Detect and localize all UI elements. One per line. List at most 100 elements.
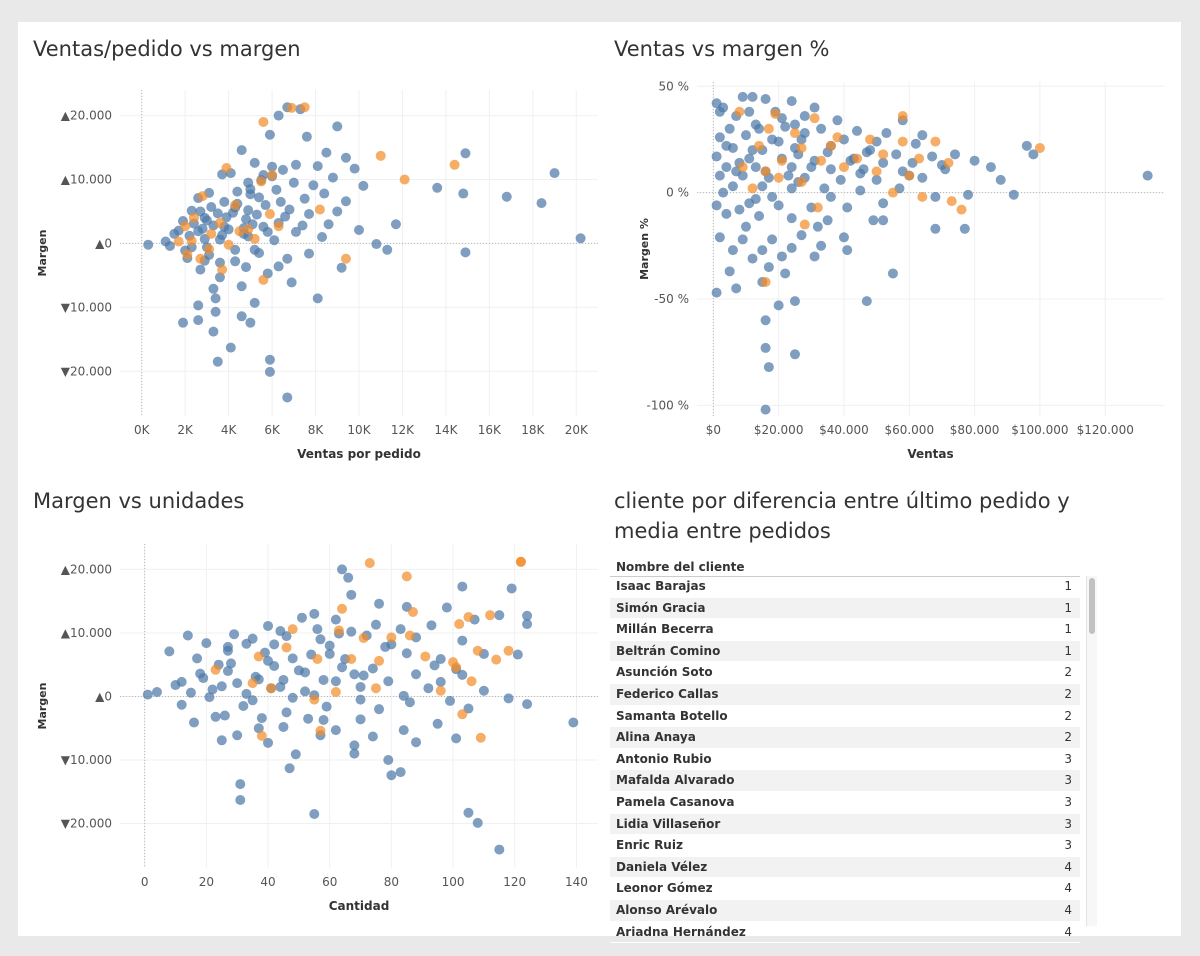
chart1-point-blue[interactable] xyxy=(1008,189,1019,200)
chart0-point-orange[interactable] xyxy=(449,159,460,170)
chart1-point-blue[interactable] xyxy=(930,191,941,202)
chart1-point-blue[interactable] xyxy=(842,202,853,213)
chart1-point-blue[interactable] xyxy=(816,123,827,134)
chart1-point-blue[interactable] xyxy=(995,174,1006,185)
table-row[interactable]: Pamela Casanova 3 xyxy=(610,792,1080,814)
chart0-point-orange[interactable] xyxy=(195,253,206,264)
chart1-point-orange[interactable] xyxy=(887,187,898,198)
chart0-point-blue[interactable] xyxy=(282,253,293,264)
chart2-point-blue[interactable] xyxy=(318,714,329,725)
chart2-point-orange[interactable] xyxy=(463,612,474,623)
chart0-point-orange[interactable] xyxy=(223,239,234,250)
scatter-ventas-vs-margen-pct[interactable]: $0 $20.000 $40.000 $60.000 $80.000 $100.000 $1… xyxy=(600,72,1180,472)
chart2-point-blue[interactable] xyxy=(398,690,409,701)
chart1-point-blue[interactable] xyxy=(783,170,794,181)
chart2-point-blue[interactable] xyxy=(494,610,505,621)
chart1-point-orange[interactable] xyxy=(1034,142,1045,153)
scatter-margen-vs-unidades[interactable]: 0 20 40 60 80 100 120 140 ▲20.000 ▲10.000 ▲0 ▼10.00… xyxy=(18,524,608,924)
chart1-point-orange[interactable] xyxy=(737,162,748,173)
chart1-point-blue[interactable] xyxy=(930,223,941,234)
chart2-point-orange[interactable] xyxy=(312,653,323,664)
chart2-point-orange[interactable] xyxy=(404,630,415,641)
chart2-point-orange[interactable] xyxy=(457,709,468,720)
chart0-point-blue[interactable] xyxy=(277,164,288,175)
chart1-point-blue[interactable] xyxy=(727,245,738,256)
chart0-point-orange[interactable] xyxy=(258,116,269,127)
chart2-point-orange[interactable] xyxy=(346,653,357,664)
table-row[interactable]: Daniela Vélez 4 xyxy=(610,856,1080,879)
chart1-point-blue[interactable] xyxy=(754,123,765,134)
chart0-point-orange[interactable] xyxy=(217,264,228,275)
chart0-point-blue[interactable] xyxy=(304,209,315,220)
chart2-point-blue[interactable] xyxy=(355,714,366,725)
chart0-point-blue[interactable] xyxy=(236,311,247,322)
chart1-point-orange[interactable] xyxy=(763,123,774,134)
chart0-point-blue[interactable] xyxy=(332,206,343,217)
chart2-point-blue[interactable] xyxy=(176,699,187,710)
chart0-point-blue[interactable] xyxy=(549,168,560,179)
table-row[interactable]: Isaac Barajas 1 xyxy=(610,576,1080,598)
chart1-point-orange[interactable] xyxy=(825,140,836,151)
chart1-point-blue[interactable] xyxy=(757,181,768,192)
chart0-point-orange[interactable] xyxy=(182,249,193,260)
chart2-point-blue[interactable] xyxy=(512,649,523,660)
chart2-point-blue[interactable] xyxy=(281,707,292,718)
chart2-point-blue[interactable] xyxy=(303,713,314,724)
chart2-point-blue[interactable] xyxy=(182,630,193,641)
chart1-point-blue[interactable] xyxy=(871,174,882,185)
chart1-point-blue[interactable] xyxy=(838,232,849,243)
chart0-point-blue[interactable] xyxy=(269,235,280,246)
chart1-point-orange[interactable] xyxy=(930,136,941,147)
chart1-point-blue[interactable] xyxy=(819,183,830,194)
chart2-point-orange[interactable] xyxy=(333,625,344,636)
chart1-point-blue[interactable] xyxy=(852,125,863,136)
chart0-point-blue[interactable] xyxy=(273,110,284,121)
chart0-point-blue[interactable] xyxy=(267,161,278,172)
chart2-point-blue[interactable] xyxy=(176,676,187,687)
chart1-point-blue[interactable] xyxy=(812,221,823,232)
chart1-point-blue[interactable] xyxy=(721,208,732,219)
chart2-point-blue[interactable] xyxy=(142,689,153,700)
chart1-point-blue[interactable] xyxy=(714,170,725,181)
chart0-point-orange[interactable] xyxy=(206,228,217,239)
chart2-point-blue[interactable] xyxy=(204,692,215,703)
chart2-point-blue[interactable] xyxy=(411,669,422,680)
chart1-point-blue[interactable] xyxy=(747,91,758,102)
chart1-point-blue[interactable] xyxy=(786,162,797,173)
chart1-point-orange[interactable] xyxy=(809,113,820,124)
chart1-point-blue[interactable] xyxy=(734,204,745,215)
chart1-point-blue[interactable] xyxy=(796,230,807,241)
chart1-point-blue[interactable] xyxy=(816,240,827,251)
chart2-point-blue[interactable] xyxy=(309,809,320,819)
chart1-point-orange[interactable] xyxy=(799,219,810,230)
chart2-point-blue[interactable] xyxy=(293,665,304,676)
chart0-point-blue[interactable] xyxy=(271,184,282,195)
chart2-point-orange[interactable] xyxy=(358,633,369,644)
chart0-point-orange[interactable] xyxy=(214,217,225,228)
chart2-point-blue[interactable] xyxy=(472,817,483,828)
chart1-point-blue[interactable] xyxy=(822,215,833,226)
chart2-point-blue[interactable] xyxy=(207,684,218,695)
chart1-point-blue[interactable] xyxy=(724,123,735,134)
chart0-point-blue[interactable] xyxy=(219,196,230,207)
chart2-point-blue[interactable] xyxy=(522,699,533,710)
chart1-point-orange[interactable] xyxy=(946,196,957,207)
chart0-point-blue[interactable] xyxy=(262,226,273,237)
chart0-point-orange[interactable] xyxy=(340,253,351,264)
chart1-point-orange[interactable] xyxy=(770,108,781,119)
chart0-point-orange[interactable] xyxy=(286,102,297,113)
chart2-point-orange[interactable] xyxy=(330,687,341,698)
chart2-point-orange[interactable] xyxy=(466,676,477,687)
chart2-point-blue[interactable] xyxy=(386,770,397,781)
chart1-point-orange[interactable] xyxy=(816,155,827,166)
chart1-point-blue[interactable] xyxy=(744,106,755,117)
chart2-point-blue[interactable] xyxy=(355,694,366,705)
chart1-point-blue[interactable] xyxy=(744,153,755,164)
chart2-point-blue[interactable] xyxy=(235,779,246,790)
chart0-point-blue[interactable] xyxy=(210,293,221,304)
chart0-point-orange[interactable] xyxy=(375,150,386,161)
chart2-point-blue[interactable] xyxy=(463,807,474,818)
chart0-point-orange[interactable] xyxy=(234,226,245,237)
chart1-point-orange[interactable] xyxy=(812,202,823,213)
chart1-point-blue[interactable] xyxy=(789,296,800,307)
